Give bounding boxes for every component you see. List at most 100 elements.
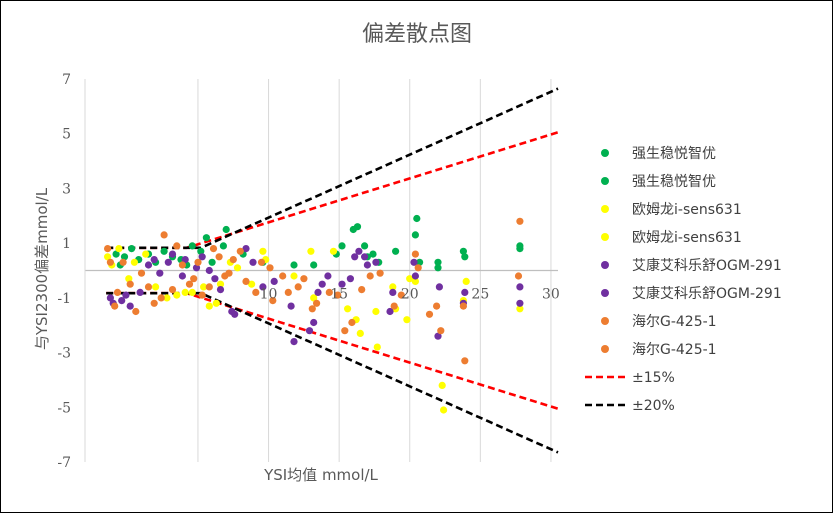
data-point <box>106 294 114 302</box>
data-point <box>434 258 442 266</box>
data-point <box>516 245 524 253</box>
data-point <box>338 242 346 250</box>
data-point <box>216 286 225 294</box>
x-tick-label: 20 <box>401 287 419 303</box>
data-point <box>413 214 421 223</box>
data-point <box>198 253 206 261</box>
data-point <box>411 250 419 258</box>
data-point <box>516 299 524 307</box>
data-point <box>178 261 186 269</box>
data-point <box>205 266 213 275</box>
data-point <box>208 258 216 266</box>
legend-label: 海尔G-425-1 <box>632 342 717 358</box>
y-tick-label: -5 <box>57 400 71 416</box>
data-point <box>349 225 357 234</box>
data-point <box>190 275 198 283</box>
data-point <box>257 258 266 266</box>
data-point <box>231 310 239 318</box>
data-point <box>406 275 414 283</box>
data-point <box>346 275 354 283</box>
data-point <box>168 286 177 294</box>
data-point <box>366 272 374 280</box>
data-point <box>106 258 114 266</box>
data-point <box>376 269 384 277</box>
data-point <box>338 280 346 288</box>
y-tick-label: 5 <box>62 127 71 143</box>
data-point <box>248 280 256 288</box>
data-point <box>181 256 189 264</box>
data-point <box>118 297 126 305</box>
data-point <box>516 305 524 313</box>
data-point <box>178 272 186 280</box>
data-point <box>188 242 196 250</box>
data-point <box>425 310 434 318</box>
data-point <box>236 247 244 255</box>
data-point <box>355 247 363 255</box>
data-point <box>386 307 394 316</box>
x-tick-label: 30 <box>542 287 560 303</box>
data-point <box>197 247 205 255</box>
chart-title: 偏差散点图 <box>362 22 472 47</box>
legend-marker <box>601 289 609 297</box>
data-point <box>252 288 260 296</box>
data-point <box>181 288 189 296</box>
data-point <box>294 283 302 291</box>
data-points <box>104 214 524 414</box>
legend-label: 欧姆龙i-sens631 <box>632 230 742 246</box>
data-point <box>461 288 469 296</box>
data-point <box>358 286 366 294</box>
data-point <box>160 247 168 255</box>
y-tick-label: -7 <box>57 455 71 471</box>
data-point <box>344 305 352 313</box>
data-point <box>348 318 356 327</box>
grid <box>84 79 558 462</box>
data-point <box>318 280 326 288</box>
data-point <box>433 302 441 310</box>
data-point <box>144 261 153 269</box>
data-point <box>459 247 467 255</box>
legend-label: 海尔G-425-1 <box>632 314 717 330</box>
data-point <box>112 250 120 258</box>
data-point <box>287 302 295 310</box>
reference-line <box>106 131 559 250</box>
data-point <box>125 275 133 283</box>
data-point <box>308 305 316 313</box>
data-point <box>369 250 377 258</box>
data-point <box>104 253 112 261</box>
data-point <box>290 338 298 346</box>
data-point <box>120 253 129 261</box>
legend-label: ±20% <box>632 398 675 414</box>
data-point <box>461 253 469 261</box>
data-point <box>185 280 194 288</box>
legend-marker <box>601 233 609 241</box>
data-point <box>516 217 524 225</box>
data-point <box>284 288 292 296</box>
reference-line <box>106 291 559 410</box>
x-axis-label: YSI均值 mmol/L <box>263 466 378 484</box>
data-point <box>310 294 318 302</box>
legend-marker <box>601 345 609 353</box>
legend-marker <box>601 317 609 325</box>
data-point <box>104 245 112 253</box>
data-point <box>209 245 218 253</box>
data-point <box>128 245 136 253</box>
legend-marker <box>601 149 609 157</box>
data-point <box>202 234 210 242</box>
data-point <box>411 231 419 239</box>
data-point <box>290 261 298 269</box>
data-point <box>324 272 332 280</box>
data-point <box>188 288 196 296</box>
data-point <box>215 253 223 261</box>
data-point <box>137 269 146 277</box>
data-point <box>142 250 150 258</box>
data-point <box>152 283 160 291</box>
data-point <box>270 277 278 285</box>
legend-label: 强生稳悦智优 <box>632 174 716 190</box>
legend-marker <box>601 205 609 213</box>
data-point <box>411 277 419 285</box>
data-point <box>168 250 177 258</box>
data-point <box>242 277 250 285</box>
